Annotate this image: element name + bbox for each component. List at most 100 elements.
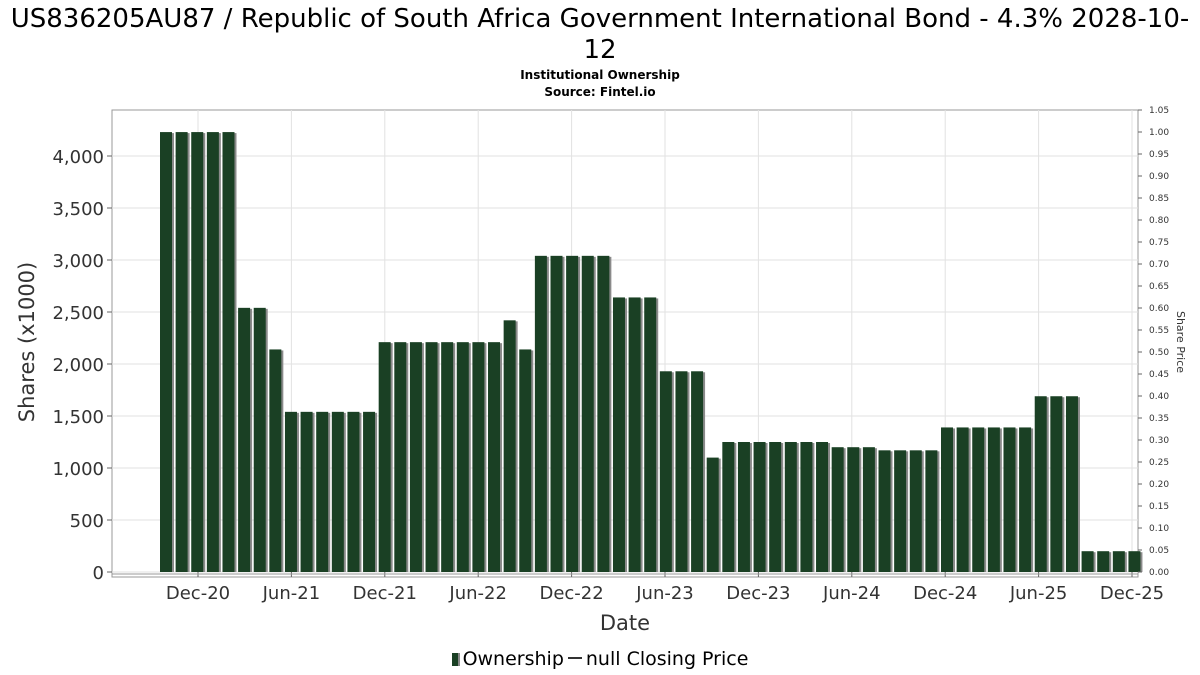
ownership-bar	[878, 450, 891, 572]
y2-tick-label: 0.60	[1149, 304, 1169, 314]
y2-tick-label: 0.30	[1149, 436, 1169, 446]
ownership-bar	[206, 132, 219, 572]
ownership-bar	[675, 371, 688, 572]
ownership-bar	[581, 255, 594, 572]
y2-tick-label: 0.50	[1149, 348, 1169, 358]
ownership-bar	[409, 342, 422, 572]
ownership-bar	[972, 427, 985, 572]
ownership-bar	[472, 342, 485, 572]
y2-tick-label: 0.40	[1149, 392, 1169, 402]
ownership-bar	[644, 297, 657, 572]
x-tick-label: Dec-22	[539, 583, 603, 604]
y2-tick-label: 0.55	[1149, 326, 1169, 336]
ownership-bar	[1065, 396, 1078, 572]
ownership-bar	[909, 450, 922, 572]
y2-tick-label: 0.25	[1149, 458, 1169, 468]
ownership-bar	[816, 442, 829, 572]
x-tick-label: Dec-25	[1100, 583, 1164, 604]
ownership-bar	[269, 349, 282, 572]
chart-title: US836205AU87 / Republic of South Africa …	[10, 4, 1190, 65]
y-tick-label: 1,000	[52, 459, 104, 480]
ownership-bar	[894, 450, 907, 572]
ownership-bar	[456, 342, 469, 572]
y2-tick-label: 0.00	[1149, 568, 1169, 578]
ownership-bar	[488, 342, 501, 572]
ownership-bar	[862, 447, 875, 572]
y2-tick-label: 0.20	[1149, 480, 1169, 490]
y2-tick-label: 1.05	[1149, 106, 1169, 116]
y2-tick-label: 0.90	[1149, 172, 1169, 182]
ownership-bar	[363, 411, 376, 572]
ownership-bar	[300, 411, 313, 572]
ownership-bar	[238, 307, 251, 572]
x-tick-label: Dec-21	[353, 583, 417, 604]
chart-legend: Ownership null Closing Price	[0, 647, 1200, 671]
y2-tick-label: 0.15	[1149, 502, 1169, 512]
price-line-icon	[567, 657, 582, 659]
ownership-bar	[1112, 551, 1125, 572]
ownership-bar	[800, 442, 813, 572]
ownership-bar	[534, 255, 547, 572]
y-tick-label: 2,500	[52, 303, 104, 324]
chart-subtitle: Institutional Ownership	[520, 68, 680, 82]
ownership-bar	[753, 442, 766, 572]
ownership-bar	[1034, 396, 1047, 572]
y-tick-label: 1,500	[52, 407, 104, 428]
bar-series	[160, 132, 1143, 572]
ownership-bar	[441, 342, 454, 572]
ownership-bar	[191, 132, 204, 572]
legend-price-label: null Closing Price	[585, 648, 749, 670]
ownership-bar	[784, 442, 797, 572]
y2-tick-label: 0.65	[1149, 282, 1169, 292]
y-tick-label: 3,500	[52, 199, 104, 220]
y-axis-label: Shares (x1000)	[15, 262, 39, 422]
legend-ownership-label: Ownership	[462, 648, 564, 670]
ownership-bar	[519, 349, 532, 572]
y2-tick-label: 0.45	[1149, 370, 1169, 380]
ownership-bar	[706, 457, 719, 572]
ownership-bar	[160, 132, 172, 572]
y2-tick-label: 0.80	[1149, 216, 1169, 226]
x-axis-ticks: Dec-20 Jun-21 Dec-21 Jun-22 Dec-22 Jun-23 Dec-…	[112, 572, 1164, 604]
x-tick-label: Jun-23	[635, 583, 694, 604]
y2-tick-label: 0.95	[1149, 150, 1169, 160]
ownership-swatch-icon	[451, 653, 460, 666]
ownership-bar	[253, 307, 266, 572]
ownership-bar	[956, 427, 969, 572]
ownership-bar	[612, 297, 625, 572]
y2-tick-label: 1.00	[1149, 128, 1169, 138]
ownership-bar	[722, 442, 735, 572]
y-tick-label: 3,000	[52, 251, 104, 272]
ownership-bar	[925, 450, 938, 572]
ownership-bar	[847, 447, 860, 572]
y-tick-label: 500	[70, 511, 104, 532]
x-tick-label: Dec-20	[166, 583, 230, 604]
y2-tick-label: 0.05	[1149, 546, 1169, 556]
y2-tick-label: 0.70	[1149, 260, 1169, 270]
x-tick-label: Jun-21	[262, 583, 321, 604]
x-tick-label: Jun-25	[1009, 583, 1068, 604]
ownership-bar	[1019, 427, 1032, 572]
y2-tick-label: 0.85	[1149, 194, 1169, 204]
y-tick-label: 2,000	[52, 355, 104, 376]
ownership-bar	[347, 411, 360, 572]
ownership-bar	[1097, 551, 1110, 572]
ownership-bar	[222, 132, 235, 572]
ownership-bar	[987, 427, 1000, 572]
ownership-bar	[941, 427, 953, 572]
ownership-bar	[1003, 427, 1016, 572]
ownership-bar	[550, 255, 563, 572]
ownership-bar	[691, 371, 704, 572]
ownership-bar	[628, 297, 641, 572]
y2-axis-ticks: 0.00 0.05 0.10 0.15 0.20 0.25 0.30 0.35 0.40 0.45…	[1138, 106, 1169, 578]
ownership-bar	[175, 132, 188, 572]
ownership-bar	[597, 255, 610, 572]
ownership-bar	[566, 255, 579, 572]
x-axis-label: Date	[600, 611, 650, 635]
x-tick-label: Jun-22	[448, 583, 507, 604]
y2-axis-label: Share Price	[1174, 311, 1187, 373]
ownership-bar	[425, 342, 438, 572]
y2-tick-label: 0.35	[1149, 414, 1169, 424]
y2-tick-label: 0.75	[1149, 238, 1169, 248]
